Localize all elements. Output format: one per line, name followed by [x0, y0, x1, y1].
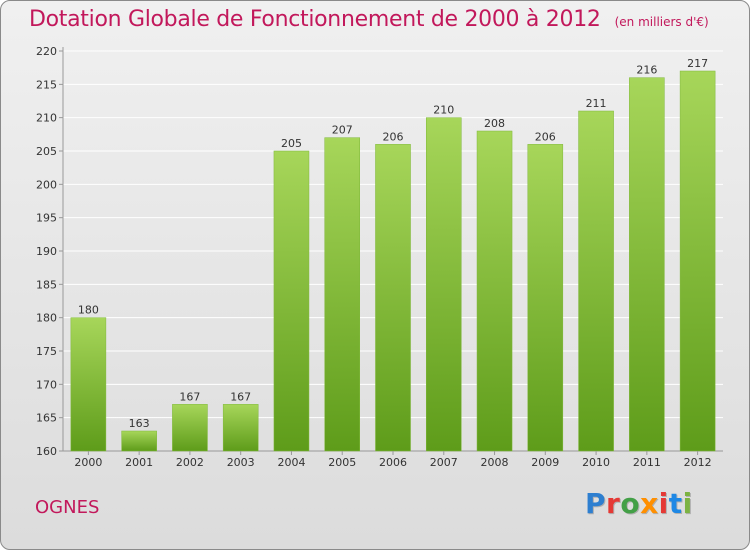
x-tick-label: 2011 — [633, 456, 661, 469]
logo-letter: i — [682, 487, 693, 520]
bar — [679, 70, 716, 452]
bar — [121, 430, 157, 452]
data-label: 208 — [484, 117, 505, 130]
x-tick-label: 2009 — [531, 456, 559, 469]
y-tick-label: 160 — [36, 445, 57, 458]
y-tick-label: 215 — [36, 78, 57, 91]
chart-title: Dotation Globale de Fonctionnement de 20… — [29, 7, 709, 32]
bar — [222, 404, 259, 452]
bar — [527, 144, 564, 452]
data-label: 167 — [179, 390, 200, 403]
logo-letter: i — [658, 487, 669, 520]
x-tick-label: 2004 — [277, 456, 305, 469]
y-tick-label: 220 — [36, 45, 57, 58]
y-tick-label: 200 — [36, 178, 57, 191]
bar — [426, 117, 462, 452]
data-label: 211 — [586, 97, 607, 110]
y-tick-label: 195 — [36, 212, 57, 225]
y-tick-label: 190 — [36, 245, 57, 258]
logo-letter: x — [640, 487, 659, 520]
bar — [273, 150, 310, 452]
bar — [324, 137, 360, 452]
x-tick-label: 2000 — [74, 456, 102, 469]
x-tick-label: 2010 — [582, 456, 610, 469]
data-label: 180 — [78, 304, 99, 317]
unit-label: (en milliers d'€) — [614, 15, 709, 29]
bar — [375, 144, 411, 452]
proxiti-logo: Proxiti — [585, 487, 693, 520]
data-label: 205 — [281, 137, 302, 150]
y-tick-label: 170 — [36, 378, 57, 391]
x-tick-label: 2012 — [684, 456, 712, 469]
data-label: 206 — [535, 130, 556, 143]
x-tick-label: 2001 — [125, 456, 153, 469]
logo-letter: r — [606, 487, 621, 520]
bar — [476, 130, 513, 452]
y-tick-label: 185 — [36, 278, 57, 291]
data-label: 216 — [636, 64, 657, 77]
y-tick-label: 205 — [36, 145, 57, 158]
x-tick-label: 2008 — [481, 456, 509, 469]
x-tick-label: 2003 — [227, 456, 255, 469]
x-tick-label: 2002 — [176, 456, 204, 469]
bar — [578, 110, 614, 452]
data-label: 206 — [383, 130, 404, 143]
y-tick-label: 175 — [36, 345, 57, 358]
x-tick-label: 2006 — [379, 456, 407, 469]
bar — [629, 77, 665, 452]
logo-letter: o — [620, 487, 641, 520]
data-label: 217 — [687, 57, 708, 70]
y-tick-label: 180 — [36, 312, 57, 325]
data-label: 163 — [129, 417, 150, 430]
x-tick-label: 2007 — [430, 456, 458, 469]
y-tick-label: 165 — [36, 412, 57, 425]
logo-letter: P — [585, 487, 607, 520]
data-label: 207 — [332, 124, 353, 137]
commune-name: OGNES — [35, 497, 100, 518]
x-tick-label: 2005 — [328, 456, 356, 469]
title-text: Dotation Globale de Fonctionnement de 20… — [29, 7, 601, 32]
data-label: 210 — [433, 104, 454, 117]
data-label: 167 — [230, 390, 251, 403]
bar — [172, 404, 208, 452]
y-tick-label: 210 — [36, 112, 57, 125]
logo-letter: t — [668, 487, 683, 520]
bar — [70, 317, 107, 452]
